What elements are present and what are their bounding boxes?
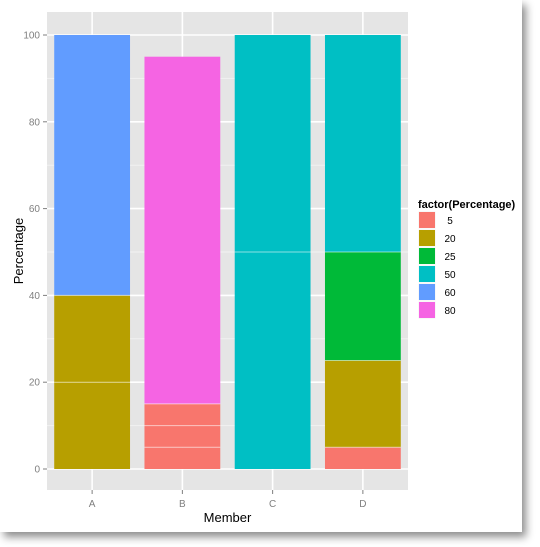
bar-segment-D-50 bbox=[324, 35, 401, 252]
y-tick-label: 80 bbox=[29, 117, 41, 128]
x-axis: A B C D bbox=[89, 490, 366, 510]
bar-segment-D-25 bbox=[324, 252, 401, 361]
legend-label-25: 25 bbox=[444, 252, 456, 263]
legend-swatch-50 bbox=[419, 266, 435, 282]
x-tick-label: D bbox=[359, 499, 366, 510]
bar-segment-C-50 bbox=[234, 35, 311, 252]
legend-swatch-60 bbox=[419, 284, 435, 300]
y-tick-label: 60 bbox=[29, 204, 41, 215]
legend-swatch-5 bbox=[419, 212, 435, 228]
chart-frame: 0 20 40 60 80 100 A B C D Member Percentage fact… bbox=[11, 12, 516, 525]
x-axis-title: Member bbox=[204, 510, 252, 525]
legend-label-20: 20 bbox=[444, 234, 456, 245]
x-tick-label: A bbox=[89, 499, 96, 510]
y-axis: 0 20 40 60 80 100 bbox=[23, 31, 47, 476]
legend-title: factor(Percentage) bbox=[418, 199, 516, 211]
x-tick-label: C bbox=[269, 499, 276, 510]
bar-segment-D-20 bbox=[324, 360, 401, 448]
bar-segment-B-5 bbox=[144, 403, 221, 426]
y-tick-label: 20 bbox=[29, 378, 41, 389]
y-tick-label: 0 bbox=[34, 465, 40, 476]
y-tick-label: 100 bbox=[23, 31, 40, 42]
bar-segment-A-20 bbox=[54, 382, 131, 469]
bar-segment-D-5 bbox=[324, 447, 401, 469]
legend-swatch-25 bbox=[419, 248, 435, 264]
y-tick-label: 40 bbox=[29, 291, 41, 302]
legend-label-50: 50 bbox=[444, 270, 456, 281]
bar-segment-A-20 bbox=[54, 295, 131, 383]
legend-label-60: 60 bbox=[444, 288, 456, 299]
x-tick-label: B bbox=[179, 499, 186, 510]
legend: factor(Percentage) 5 20 25 50 60 80 bbox=[417, 199, 516, 320]
legend-label-80: 80 bbox=[444, 306, 456, 317]
y-axis-title: Percentage bbox=[11, 218, 26, 285]
bar-segment-B-5 bbox=[144, 425, 221, 448]
bar-segment-B-80 bbox=[144, 56, 221, 404]
legend-label-5: 5 bbox=[447, 216, 453, 227]
bar-segment-C-50 bbox=[234, 252, 311, 469]
legend-swatch-20 bbox=[419, 230, 435, 246]
legend-swatch-80 bbox=[419, 302, 435, 318]
bar-group bbox=[54, 35, 401, 469]
bar-segment-B-5 bbox=[144, 447, 221, 469]
bar-segment-A-60 bbox=[54, 35, 131, 296]
